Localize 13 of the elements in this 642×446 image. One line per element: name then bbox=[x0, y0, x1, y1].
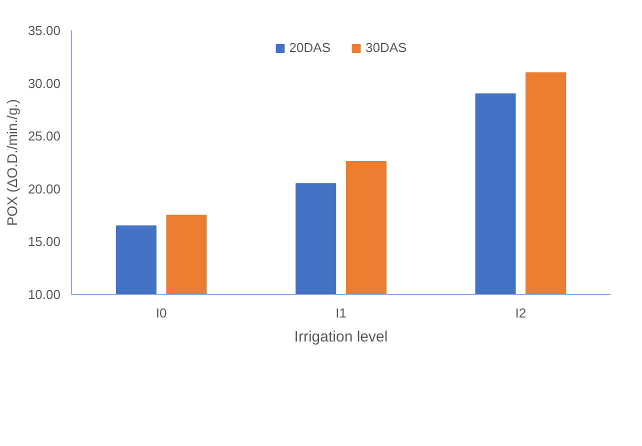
y-tick-label: 20.00 bbox=[28, 181, 61, 196]
legend-label: 30DAS bbox=[366, 40, 407, 55]
x-tick-label: I0 bbox=[156, 306, 167, 320]
y-tick-label: 35.00 bbox=[28, 23, 61, 38]
y-tick-label: 30.00 bbox=[28, 76, 61, 91]
y-tick-label: 10.00 bbox=[28, 287, 61, 302]
y-tick-label: 25.00 bbox=[28, 128, 61, 144]
legend-label: 20DAS bbox=[289, 40, 330, 55]
x-axis-title: Irrigation level bbox=[294, 328, 388, 346]
x-tick-label: I1 bbox=[336, 306, 346, 320]
x-tick-label: I2 bbox=[515, 306, 526, 320]
y-axis-title: POX (ΔO.D./min./g.) bbox=[4, 99, 20, 226]
y-tick-label: 15.00 bbox=[28, 234, 61, 250]
